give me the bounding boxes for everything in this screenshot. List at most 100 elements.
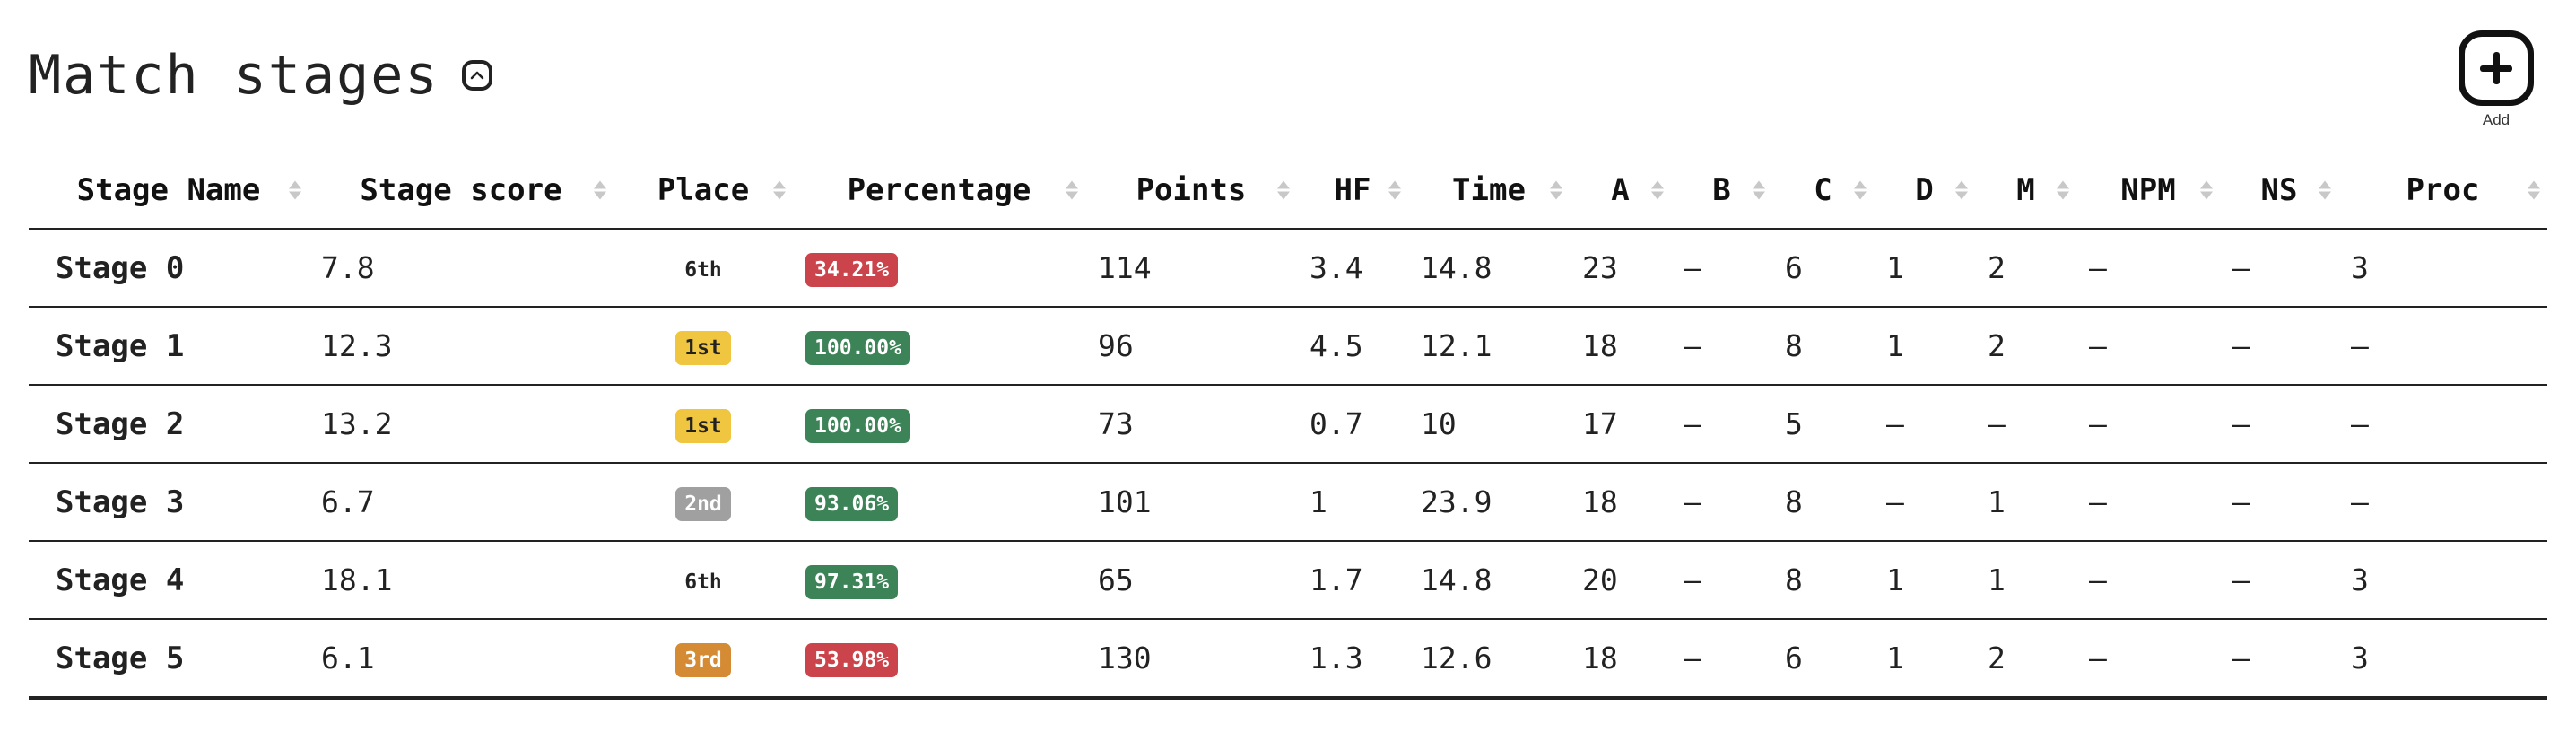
npm-cell: – bbox=[2076, 463, 2220, 542]
m-cell: 2 bbox=[1975, 229, 2076, 308]
b-cell: – bbox=[1671, 463, 1772, 542]
sort-icon[interactable] bbox=[2528, 180, 2540, 200]
ns-cell: – bbox=[2220, 463, 2338, 542]
sort-icon[interactable] bbox=[1550, 180, 1562, 200]
column-header-label: Stage Name bbox=[76, 172, 261, 208]
column-header-d[interactable]: D bbox=[1874, 152, 1975, 230]
sort-icon[interactable] bbox=[594, 180, 606, 200]
sort-icon[interactable] bbox=[2200, 180, 2213, 200]
time-cell: 12.6 bbox=[1408, 619, 1570, 700]
column-header-label: D bbox=[1915, 172, 1934, 208]
points-cell: 114 bbox=[1085, 229, 1297, 308]
chevron-up-icon bbox=[471, 71, 484, 80]
time-cell: 14.8 bbox=[1408, 229, 1570, 308]
place-badge: 1st bbox=[675, 409, 731, 443]
stage-name-cell: Stage 5 bbox=[29, 619, 309, 700]
add-label: Add bbox=[2482, 111, 2511, 128]
percentage-badge: 97.31% bbox=[805, 565, 899, 599]
hf-cell: 1.7 bbox=[1297, 541, 1408, 620]
column-header-label: B bbox=[1712, 172, 1731, 208]
column-header-stage-score[interactable]: Stage score bbox=[309, 152, 614, 230]
table-row[interactable]: Stage 3 6.7 2nd 93.06% 101 1 23.9 18–8–1– – – bbox=[29, 463, 2547, 542]
place-badge: 6th bbox=[684, 571, 722, 594]
hf-cell: 3.4 bbox=[1297, 229, 1408, 308]
c-cell: 8 bbox=[1772, 541, 1874, 620]
column-header-label: A bbox=[1611, 172, 1630, 208]
table-row[interactable]: Stage 0 7.8 6th 34.21% 114 3.4 14.8 23–6 1 2– –3 bbox=[29, 229, 2547, 308]
points-cell: 96 bbox=[1085, 307, 1297, 386]
hf-cell: 1.3 bbox=[1297, 619, 1408, 700]
column-header-npm[interactable]: NPM bbox=[2076, 152, 2220, 230]
column-header-label: Percentage bbox=[847, 172, 1031, 208]
column-header-label: Time bbox=[1452, 172, 1526, 208]
sort-icon[interactable] bbox=[1753, 180, 1765, 200]
collapse-toggle[interactable] bbox=[462, 60, 493, 91]
column-header-proc[interactable]: Proc bbox=[2338, 152, 2547, 230]
b-cell: – bbox=[1671, 229, 1772, 308]
sort-icon[interactable] bbox=[289, 180, 301, 200]
column-header-hf[interactable]: HF bbox=[1297, 152, 1408, 230]
proc-cell: 3 bbox=[2338, 229, 2547, 308]
column-header-label: Points bbox=[1136, 172, 1247, 208]
npm-cell: – bbox=[2076, 385, 2220, 464]
column-header-m[interactable]: M bbox=[1975, 152, 2076, 230]
percentage-badge: 34.21% bbox=[805, 253, 899, 287]
column-header-time[interactable]: Time bbox=[1408, 152, 1570, 230]
table-row[interactable]: Stage 1 12.3 1st 100.00% 96 4.5 12.1 18–8 1 2– – – bbox=[29, 307, 2547, 386]
column-header-label: C bbox=[1814, 172, 1832, 208]
percentage-cell: 93.06% bbox=[793, 463, 1085, 542]
proc-cell: – bbox=[2338, 307, 2547, 386]
sort-icon[interactable] bbox=[1854, 180, 1867, 200]
proc-cell: 3 bbox=[2338, 619, 2547, 700]
score-cell: 6.7 bbox=[309, 463, 614, 542]
column-header-a[interactable]: A bbox=[1570, 152, 1671, 230]
d-cell: 1 bbox=[1874, 307, 1975, 386]
table-row[interactable]: Stage 5 6.1 3rd 53.98% 130 1.3 12.6 18–6 1 2– –3 bbox=[29, 619, 2547, 700]
stages-table: Stage Name Stage score Place Percentage Poin… bbox=[29, 152, 2547, 700]
sort-icon[interactable] bbox=[773, 180, 786, 200]
column-header-points[interactable]: Points bbox=[1085, 152, 1297, 230]
column-header-label: HF bbox=[1334, 172, 1371, 208]
place-badge: 1st bbox=[675, 331, 731, 365]
sort-icon[interactable] bbox=[2319, 180, 2331, 200]
time-cell: 12.1 bbox=[1408, 307, 1570, 386]
b-cell: – bbox=[1671, 385, 1772, 464]
ns-cell: – bbox=[2220, 619, 2338, 700]
column-header-c[interactable]: C bbox=[1772, 152, 1874, 230]
sort-icon[interactable] bbox=[1066, 180, 1078, 200]
column-header-ns[interactable]: NS bbox=[2220, 152, 2338, 230]
add-button[interactable]: Add bbox=[2456, 30, 2537, 129]
proc-cell: – bbox=[2338, 385, 2547, 464]
proc-cell: 3 bbox=[2338, 541, 2547, 620]
npm-cell: – bbox=[2076, 307, 2220, 386]
column-header-percentage[interactable]: Percentage bbox=[793, 152, 1085, 230]
percentage-badge: 100.00% bbox=[805, 331, 910, 365]
sort-icon[interactable] bbox=[1651, 180, 1664, 200]
sort-icon[interactable] bbox=[1277, 180, 1290, 200]
b-cell: – bbox=[1671, 307, 1772, 386]
column-header-b[interactable]: B bbox=[1671, 152, 1772, 230]
place-cell: 1st bbox=[614, 385, 793, 464]
place-cell: 6th bbox=[614, 229, 793, 308]
score-cell: 12.3 bbox=[309, 307, 614, 386]
hf-cell: 1 bbox=[1297, 463, 1408, 542]
a-cell: 18 bbox=[1570, 463, 1671, 542]
sort-icon[interactable] bbox=[2057, 180, 2069, 200]
column-header-stage-name[interactable]: Stage Name bbox=[29, 152, 309, 230]
place-cell: 2nd bbox=[614, 463, 793, 542]
hf-cell: 4.5 bbox=[1297, 307, 1408, 386]
sort-icon[interactable] bbox=[1388, 180, 1401, 200]
percentage-cell: 34.21% bbox=[793, 229, 1085, 308]
place-badge: 3rd bbox=[675, 643, 731, 677]
table-row[interactable]: Stage 4 18.1 6th 97.31% 65 1.7 14.8 20–8 1 1– –3 bbox=[29, 541, 2547, 620]
score-cell: 7.8 bbox=[309, 229, 614, 308]
column-header-label: Stage score bbox=[360, 172, 562, 208]
stage-name-cell: Stage 3 bbox=[29, 463, 309, 542]
a-cell: 20 bbox=[1570, 541, 1671, 620]
column-header-place[interactable]: Place bbox=[614, 152, 793, 230]
npm-cell: – bbox=[2076, 541, 2220, 620]
table-body: Stage 0 7.8 6th 34.21% 114 3.4 14.8 23–6 1 2– –3 St… bbox=[29, 229, 2547, 700]
sort-icon[interactable] bbox=[1955, 180, 1968, 200]
table-row[interactable]: Stage 2 13.2 1st 100.00% 73 0.7 10 17–5– – – – – bbox=[29, 385, 2547, 464]
points-cell: 101 bbox=[1085, 463, 1297, 542]
